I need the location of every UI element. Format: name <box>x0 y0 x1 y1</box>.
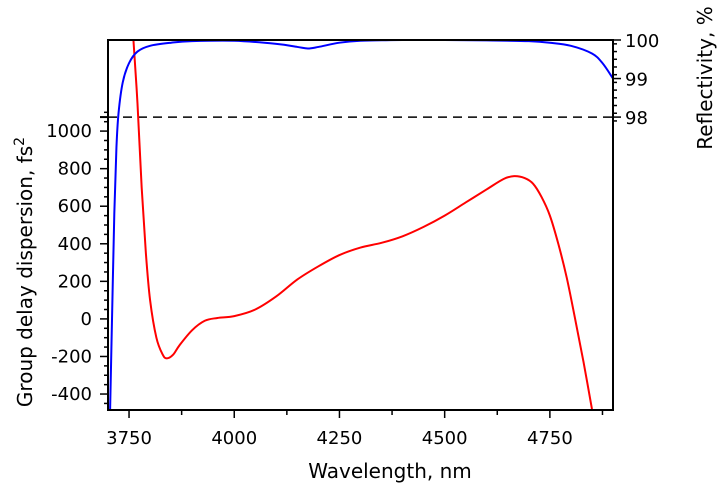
y-left-tick-label: -200 <box>51 346 92 367</box>
x-tick-label: 3750 <box>106 428 152 449</box>
y-right-tick-label: 99 <box>625 70 648 91</box>
y-right-tick-label: 98 <box>625 108 648 129</box>
x-tick-label: 4750 <box>527 428 573 449</box>
y-axis-right-label: Reflectivity, % <box>693 6 717 149</box>
y-left-tick-label: 1000 <box>46 121 92 142</box>
y-left-tick-label: 0 <box>81 309 92 330</box>
x-axis-label: Wavelength, nm <box>308 459 472 483</box>
gdd-series-line <box>132 40 593 410</box>
y-left-tick-label: 200 <box>58 271 92 292</box>
x-tick-label: 4250 <box>317 428 363 449</box>
plot-frame <box>107 39 614 411</box>
y-left-tick-label: -400 <box>51 384 92 405</box>
y-left-tick-label: 400 <box>58 234 92 255</box>
plot-area <box>108 40 613 410</box>
x-tick-label: 4500 <box>422 428 468 449</box>
y-axis-left-label-superscript: 2 <box>12 137 28 146</box>
reflectivity-series-line <box>109 40 613 410</box>
y-axis-left-label-text: Group delay dispersion, fs <box>13 146 37 407</box>
x-tick-label: 4000 <box>211 428 257 449</box>
y-left-tick-label: 600 <box>58 196 92 217</box>
y-left-tick-label: 800 <box>58 159 92 180</box>
y-axis-left-label: Group delay dispersion, fs2 <box>12 137 37 407</box>
y-right-tick-label: 100 <box>625 31 659 52</box>
